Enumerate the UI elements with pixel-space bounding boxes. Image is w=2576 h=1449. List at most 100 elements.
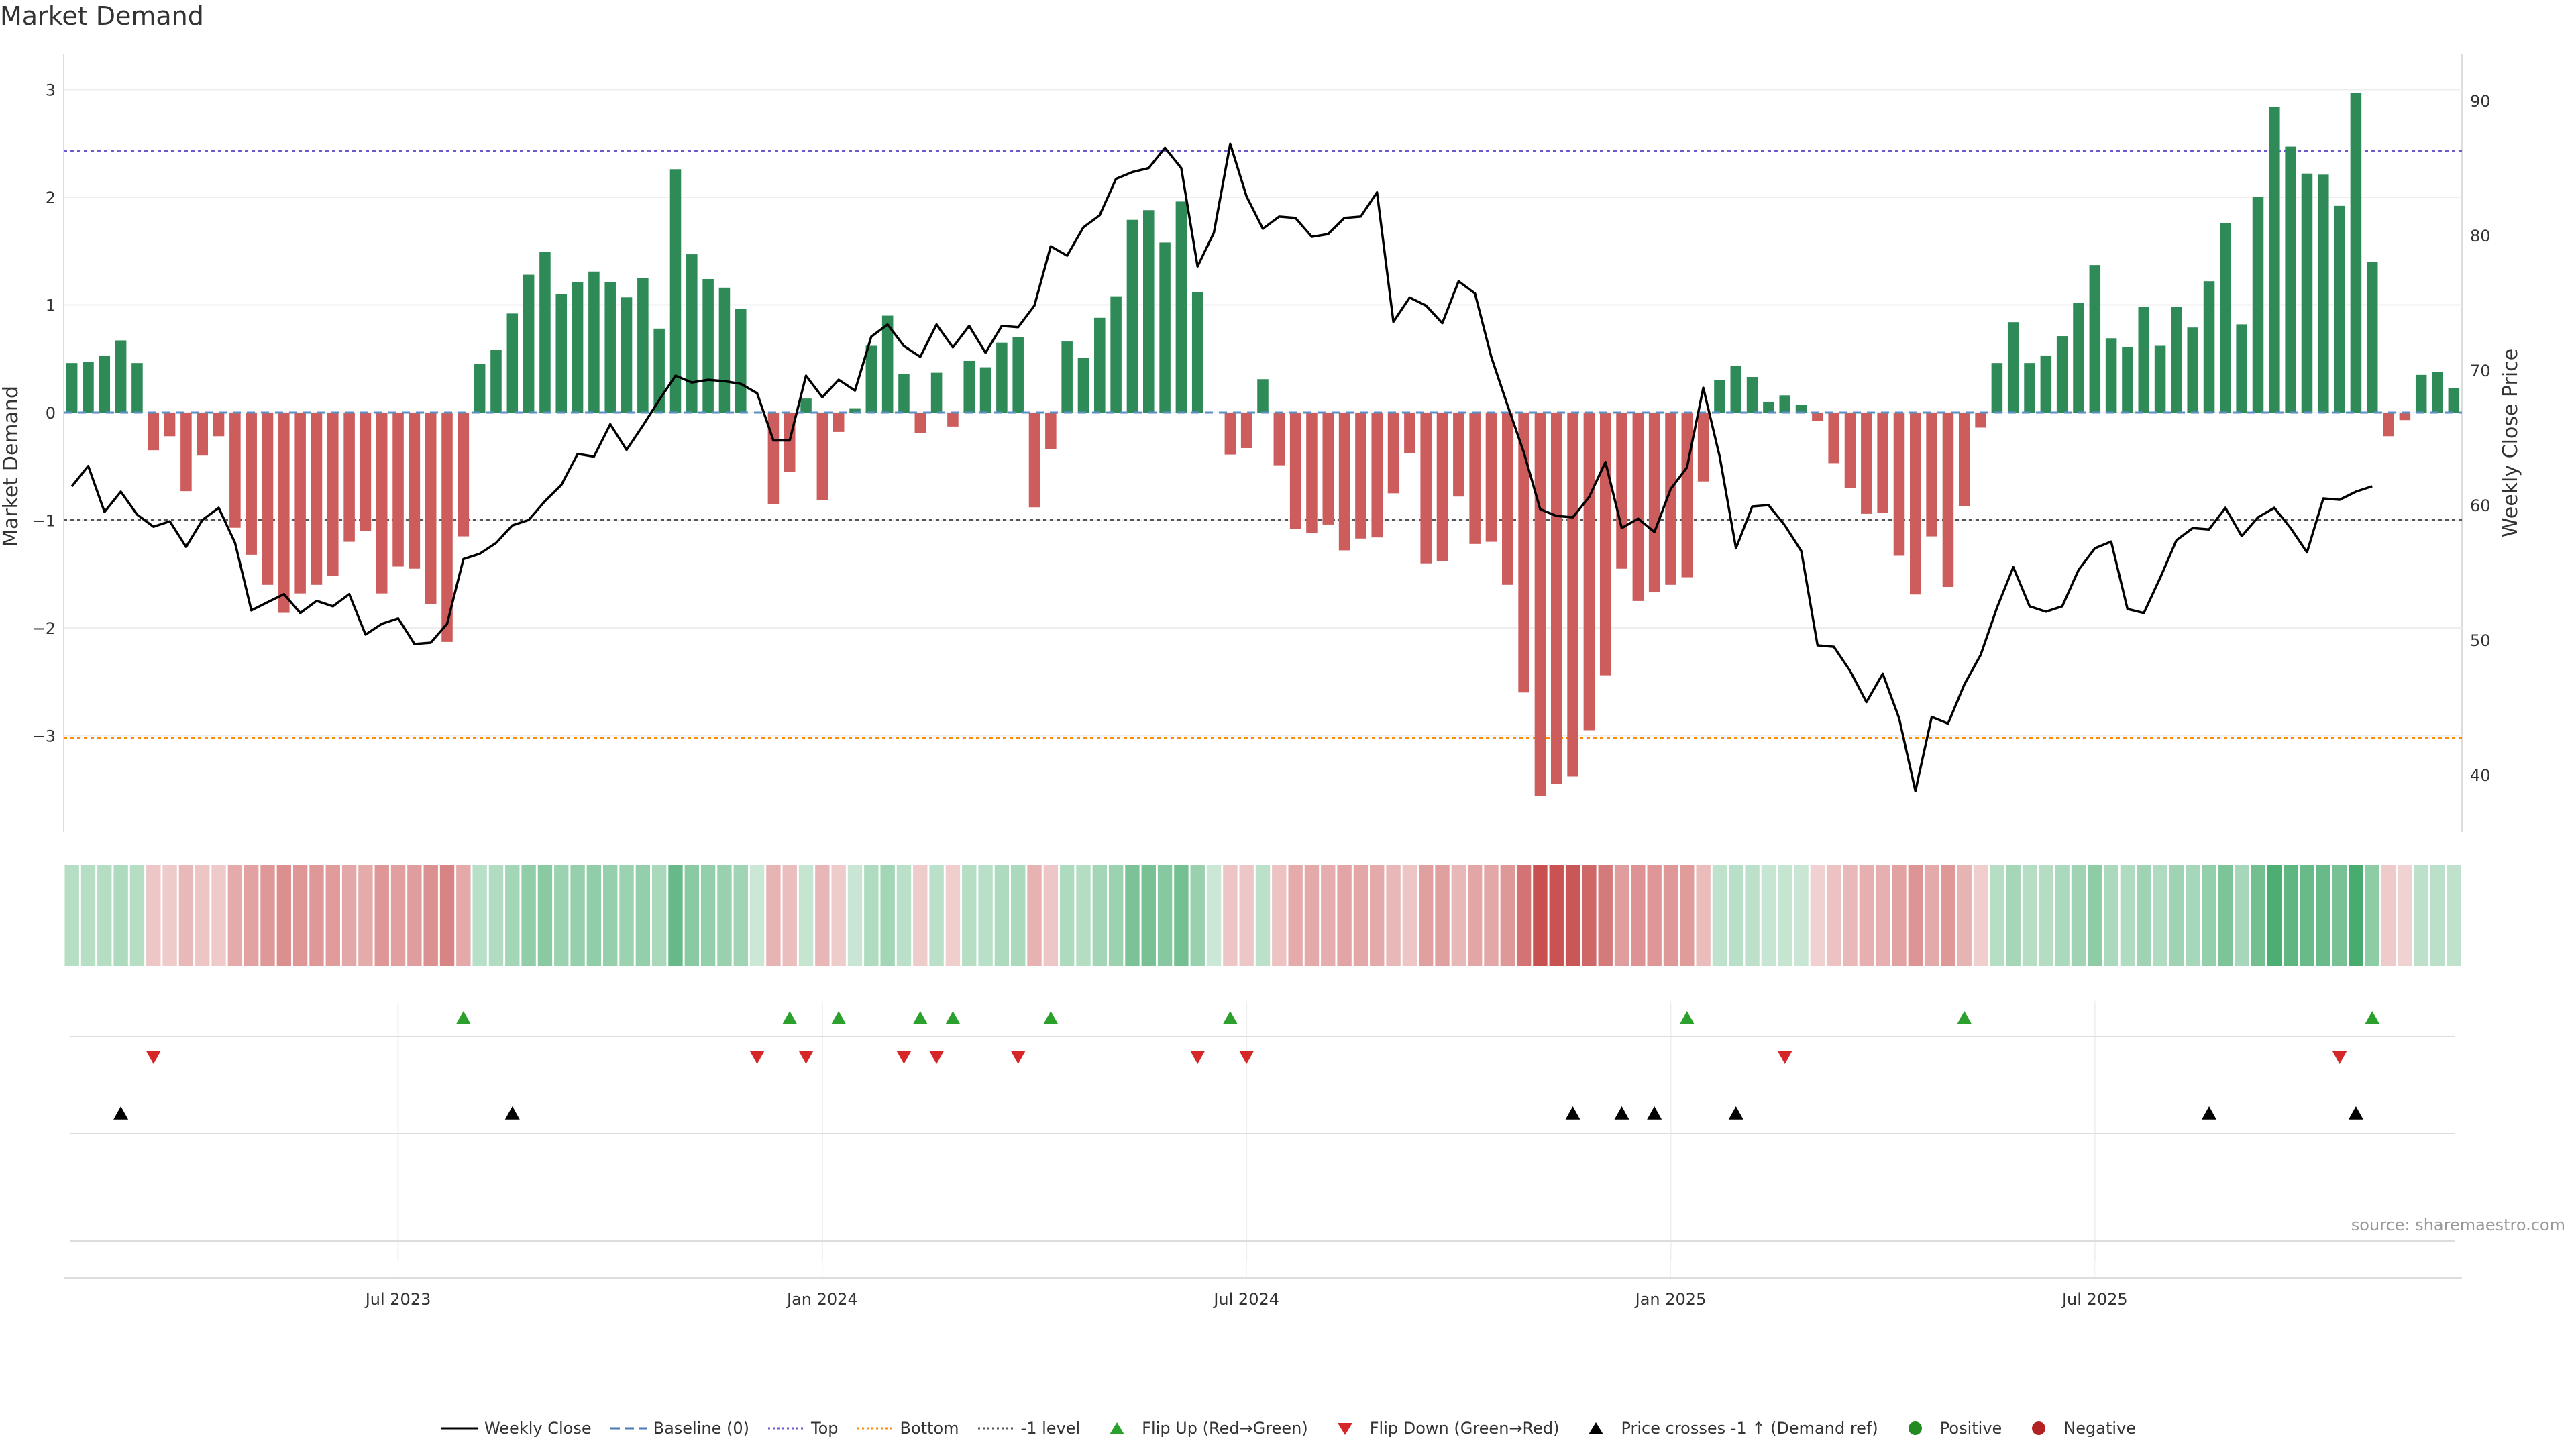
demand-bar — [1126, 219, 1138, 413]
legend-label: Negative — [2063, 1419, 2137, 1438]
demand-bar — [1926, 413, 1937, 537]
demand-bar — [1632, 413, 1644, 601]
heat-cell — [2039, 865, 2053, 966]
heat-cell — [1304, 865, 1320, 966]
heat-cell — [178, 865, 194, 966]
demand-bar — [1469, 413, 1481, 544]
demand-bar — [2024, 363, 2035, 413]
demand-bar — [1910, 413, 1921, 595]
demand-bar — [1355, 413, 1366, 539]
legend-item-minus1[interactable]: -1 level — [977, 1419, 1080, 1438]
heat-cell — [1761, 865, 1776, 966]
heat-cell — [64, 865, 79, 966]
demand-bar — [572, 282, 584, 413]
demand-bar — [294, 413, 306, 594]
demand-bar — [702, 278, 714, 413]
triangle-down-red-icon — [1326, 1420, 1364, 1436]
legend-item-baseline[interactable]: Baseline (0) — [609, 1419, 749, 1438]
demand-bar — [1159, 242, 1171, 413]
legend-item-flip-down[interactable]: Flip Down (Green→Red) — [1326, 1419, 1559, 1438]
demand-bar — [1436, 413, 1448, 561]
heat-cell — [1157, 865, 1173, 966]
legend-symbol-dashed-line — [609, 1420, 648, 1436]
heat-cell — [2022, 865, 2037, 966]
demand-bar — [2220, 223, 2231, 413]
heat-cell — [749, 865, 765, 966]
y2-axis-title: Weekly Close Price — [2499, 348, 2522, 537]
heat-cell — [407, 865, 422, 966]
heat-cell — [1892, 865, 1907, 966]
demand-bar — [1975, 413, 1986, 428]
x-tick-label: Jul 2023 — [364, 1290, 431, 1309]
heat-cell — [2414, 865, 2428, 966]
demand-bar — [2105, 338, 2117, 413]
price-cross-marker — [1565, 1106, 1580, 1120]
heat-cell — [1565, 865, 1580, 966]
heat-cell — [2316, 865, 2330, 966]
flip-up-marker — [831, 1011, 847, 1024]
demand-bar — [2383, 413, 2394, 437]
flip-down-marker — [896, 1051, 912, 1064]
demand-bar — [1077, 358, 1089, 413]
legend-item-negative[interactable]: Negative — [2019, 1419, 2136, 1438]
flip-up-marker — [1957, 1011, 1972, 1024]
heat-cell — [1614, 865, 1629, 966]
heat-cell — [2088, 865, 2102, 966]
demand-bar — [963, 360, 975, 413]
demand-bar — [2236, 324, 2247, 413]
demand-bar — [2122, 347, 2133, 413]
legend-item-price-cross[interactable]: Price crosses -1 ↑ (Demand ref) — [1576, 1419, 1878, 1438]
demand-bar — [800, 398, 812, 413]
demand-bar — [1534, 413, 1546, 796]
legend-item-flip-up[interactable]: Flip Up (Red→Green) — [1097, 1419, 1308, 1438]
demand-bar — [1518, 413, 1529, 693]
demand-bar — [1763, 401, 1774, 413]
heat-cell — [1386, 865, 1401, 966]
flip-down-marker — [1010, 1051, 1026, 1064]
heat-cell — [1011, 865, 1026, 966]
legend-symbol-solid-line — [440, 1420, 479, 1436]
demand-bar — [343, 413, 355, 542]
legend-item-positive[interactable]: Positive — [1896, 1419, 2002, 1438]
heat-cell — [439, 865, 455, 966]
legend-item-weekly-close[interactable]: Weekly Close — [440, 1419, 592, 1438]
legend-item-bottom[interactable]: Bottom — [856, 1419, 959, 1438]
price-cross-marker — [1614, 1106, 1629, 1120]
demand-bar — [148, 413, 160, 451]
heat-cell — [1843, 865, 1858, 966]
demand-bar — [979, 367, 991, 413]
triangle-up-black-icon — [1576, 1420, 1615, 1436]
heat-cell — [2120, 865, 2135, 966]
demand-bar — [1599, 413, 1611, 676]
legend-item-top[interactable]: Top — [767, 1419, 839, 1438]
heat-cell — [2267, 865, 2282, 966]
demand-bar — [115, 340, 127, 413]
heat-cell — [1255, 865, 1271, 966]
demand-bar — [1681, 413, 1693, 578]
demand-bar — [2171, 307, 2182, 413]
flip-down-marker — [1777, 1051, 1792, 1064]
x-tick-label: Jul 2025 — [2061, 1290, 2128, 1309]
heat-cell — [2071, 865, 2086, 966]
demand-bar — [1746, 377, 1758, 413]
heat-cell — [129, 865, 145, 966]
heat-cell — [2398, 865, 2412, 966]
heat-cell — [1108, 865, 1124, 966]
heat-cell — [978, 865, 993, 966]
heat-cell — [570, 865, 585, 966]
demand-bar — [1665, 413, 1676, 585]
heat-cell — [1043, 865, 1059, 966]
heat-cell — [2202, 865, 2216, 966]
legend: Weekly Close Baseline (0) Top Bottom -1 … — [0, 1419, 2576, 1438]
legend-label: Top — [811, 1419, 839, 1438]
heat-cell — [994, 865, 1010, 966]
demand-bar — [376, 413, 388, 594]
demand-bar — [229, 413, 241, 528]
heat-cell — [1239, 865, 1254, 966]
demand-bar — [2366, 262, 2378, 413]
demand-bar — [506, 313, 519, 413]
demand-bar — [523, 274, 535, 413]
flip-down-marker — [1190, 1051, 1205, 1064]
flip-up-marker — [1222, 1011, 1238, 1024]
